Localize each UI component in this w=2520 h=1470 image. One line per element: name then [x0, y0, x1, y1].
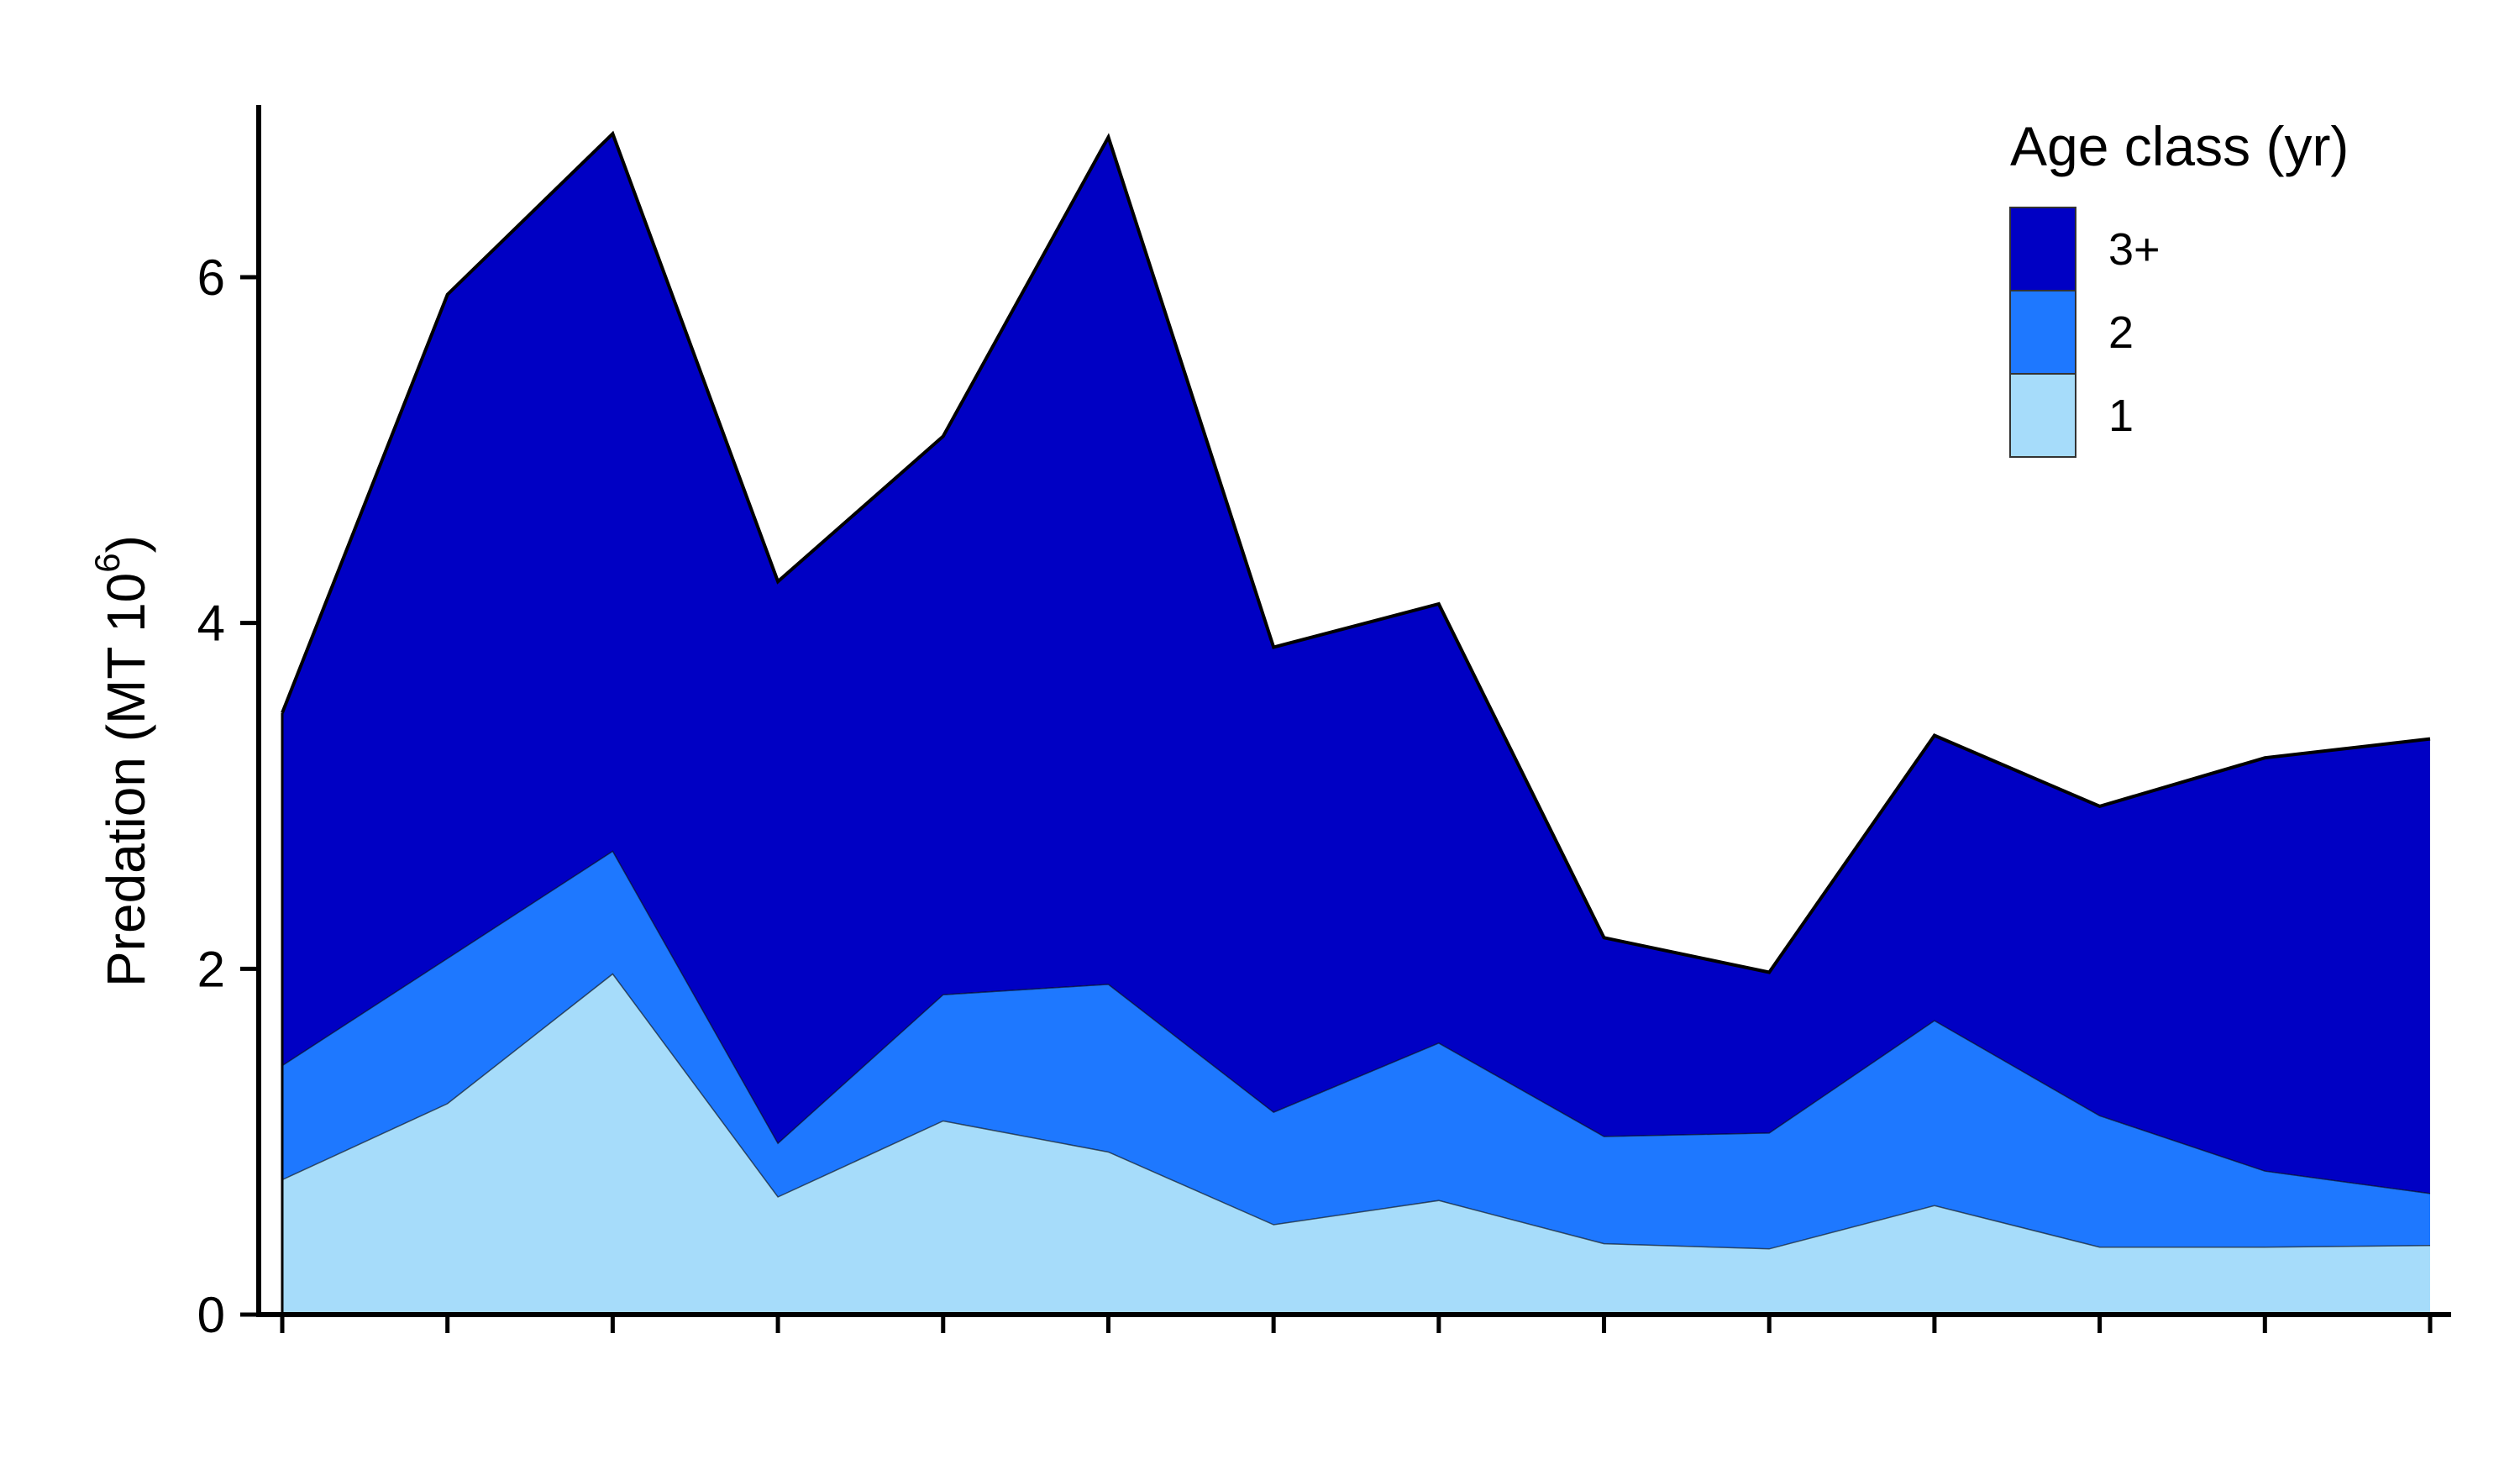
area-series-1 [282, 974, 2430, 1315]
area-outline-2 [281, 850, 2431, 1194]
y-tick-label: 4 [197, 596, 225, 652]
legend-swatch-2 [2009, 290, 2076, 375]
legend-label-2: 2 [2108, 307, 2134, 358]
area-outline-1 [281, 973, 2431, 1250]
legend-swatch-1 [2009, 373, 2076, 458]
y-axis-title-superscript: 6 [87, 553, 127, 572]
y-axis-title-close: ) [96, 535, 156, 553]
y-tick-label: 2 [197, 941, 225, 997]
y-axis-title: Predation (MT 106) [87, 535, 156, 987]
y-axis-title-text: Predation (MT 10 [96, 573, 156, 987]
x-ticks [280, 1315, 2433, 1333]
area-outline-3plus [281, 130, 2431, 974]
legend-items: 3+ 2 1 [2009, 207, 2160, 458]
area-layers [281, 130, 2431, 1315]
area-series-2 [282, 851, 2430, 1249]
legend-title: Age class (yr) [2010, 115, 2349, 177]
legend-label-1: 1 [2108, 391, 2134, 441]
axes: 0 2 4 6 [197, 105, 2451, 1343]
legend-swatch-3plus [2009, 207, 2076, 291]
legend: Age class (yr) 3+ 2 1 [2009, 115, 2349, 458]
y-tick-label: 0 [197, 1287, 225, 1343]
y-tick-label: 6 [197, 249, 225, 306]
area-series-3plus [282, 134, 2430, 1194]
legend-label-3plus: 3+ [2108, 224, 2160, 275]
y-ticks: 0 2 4 6 [197, 249, 259, 1343]
